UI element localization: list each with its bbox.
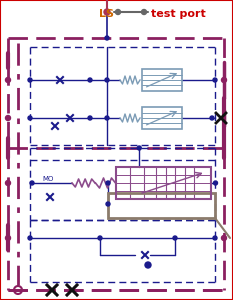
Circle shape	[210, 116, 214, 120]
Circle shape	[30, 181, 34, 185]
Text: LS: LS	[99, 9, 114, 19]
Circle shape	[213, 78, 217, 82]
Circle shape	[105, 78, 109, 82]
Circle shape	[88, 116, 92, 120]
Circle shape	[222, 236, 226, 241]
Circle shape	[173, 236, 177, 240]
Circle shape	[213, 181, 217, 185]
Circle shape	[6, 236, 10, 241]
Circle shape	[104, 9, 110, 15]
Circle shape	[105, 116, 109, 120]
Circle shape	[28, 236, 32, 240]
Circle shape	[106, 202, 110, 206]
Bar	[142, 107, 182, 129]
Circle shape	[116, 10, 120, 14]
Text: MO: MO	[42, 176, 54, 182]
Circle shape	[98, 236, 102, 240]
Circle shape	[222, 77, 226, 83]
Circle shape	[6, 181, 10, 185]
Circle shape	[28, 78, 32, 82]
Circle shape	[141, 10, 147, 14]
Circle shape	[6, 116, 10, 121]
Text: test port: test port	[151, 9, 205, 19]
Bar	[108, 193, 215, 218]
Circle shape	[105, 36, 109, 40]
Circle shape	[213, 236, 217, 240]
Circle shape	[6, 77, 10, 83]
Bar	[142, 69, 182, 91]
Circle shape	[106, 181, 110, 185]
Circle shape	[137, 146, 141, 150]
Circle shape	[88, 78, 92, 82]
Bar	[116, 167, 210, 199]
Circle shape	[145, 262, 151, 268]
Circle shape	[28, 116, 32, 120]
